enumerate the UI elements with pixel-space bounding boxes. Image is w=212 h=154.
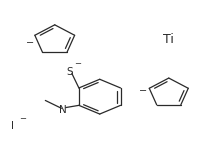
Text: Ti: Ti [163, 33, 174, 47]
Text: −: − [75, 59, 82, 68]
Text: I: I [11, 121, 14, 131]
Text: −: − [26, 38, 34, 48]
Text: −: − [19, 114, 26, 123]
Text: −: − [139, 86, 147, 96]
Text: S: S [66, 67, 73, 77]
Text: N: N [59, 105, 67, 115]
